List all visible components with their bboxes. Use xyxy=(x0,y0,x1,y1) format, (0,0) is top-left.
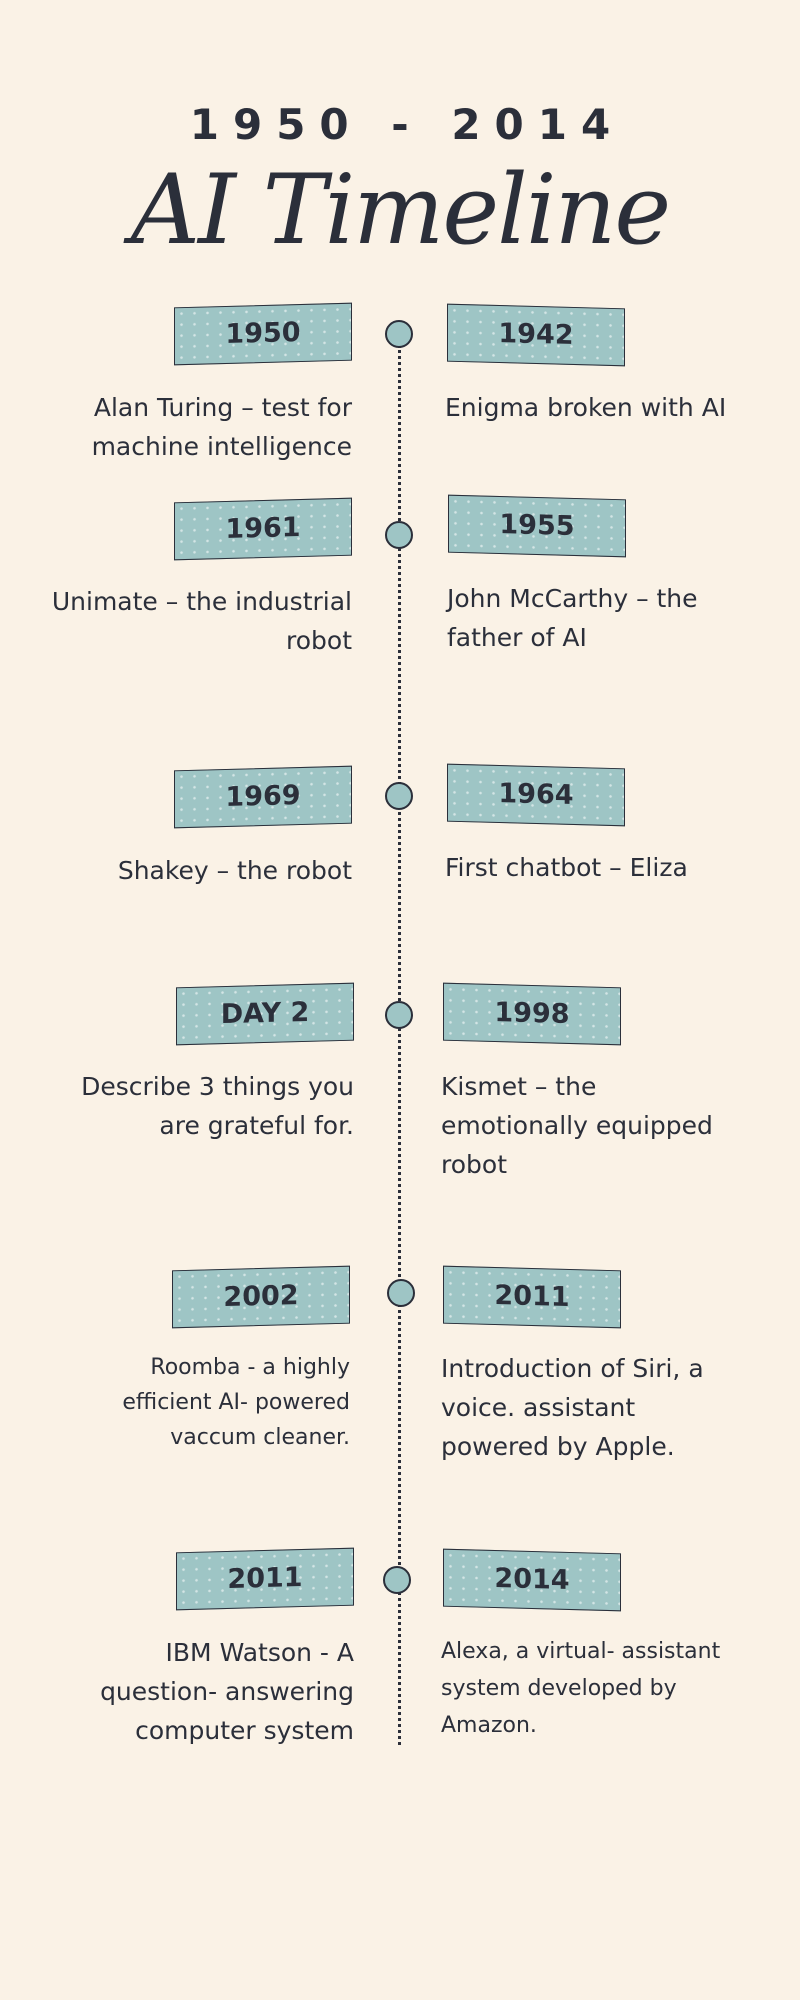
year-tag-left: 1961 xyxy=(174,497,352,561)
event-text-left: Roomba - a highly efficient AI- powered … xyxy=(122,1355,350,1450)
year-tag-right: 2011 xyxy=(443,1265,621,1329)
event-text-left: IBM Watson - A question- answering compu… xyxy=(100,1638,354,1745)
timeline-dot xyxy=(385,1001,413,1029)
year-range: 1950 - 2014 xyxy=(189,100,625,149)
year-tag-left: 2002 xyxy=(172,1265,350,1329)
year-tag-right: 1964 xyxy=(447,763,625,827)
year-tag-left: DAY 2 xyxy=(176,982,354,1046)
year-tag-left: 1969 xyxy=(174,765,352,829)
timeline-dot xyxy=(387,1279,415,1307)
page-title: AI Timeline xyxy=(130,154,671,266)
event-text-left: Unimate – the industrial robot xyxy=(51,587,352,655)
event-text-left: Alan Turing – test for machine intellige… xyxy=(91,393,352,461)
event-text-left: Describe 3 things you are grateful for. xyxy=(81,1072,354,1140)
timeline-dot xyxy=(385,521,413,549)
year-tag-right: 1942 xyxy=(447,303,625,367)
event-text-right: Introduction of Siri, a voice. assistant… xyxy=(441,1354,704,1461)
timeline-dot xyxy=(385,782,413,810)
year-tag-left: 2011 xyxy=(176,1547,354,1611)
event-text-right: Kismet – the emotionally equipped robot xyxy=(441,1072,713,1179)
event-text-right: First chatbot – Eliza xyxy=(445,853,688,882)
event-text-right: Enigma broken with AI xyxy=(445,393,727,422)
year-tag-right: 1955 xyxy=(448,494,626,558)
timeline-line xyxy=(398,345,401,1745)
event-text-right: John McCarthy – the father of AI xyxy=(447,584,698,652)
timeline-dot xyxy=(385,320,413,348)
year-tag-right: 2014 xyxy=(443,1548,621,1612)
event-text-right: Alexa, a virtual- assistant system devel… xyxy=(441,1639,721,1738)
year-tag-right: 1998 xyxy=(443,982,621,1046)
timeline-dot xyxy=(383,1566,411,1594)
event-text-left: Shakey – the robot xyxy=(117,856,352,885)
year-tag-left: 1950 xyxy=(174,302,352,366)
